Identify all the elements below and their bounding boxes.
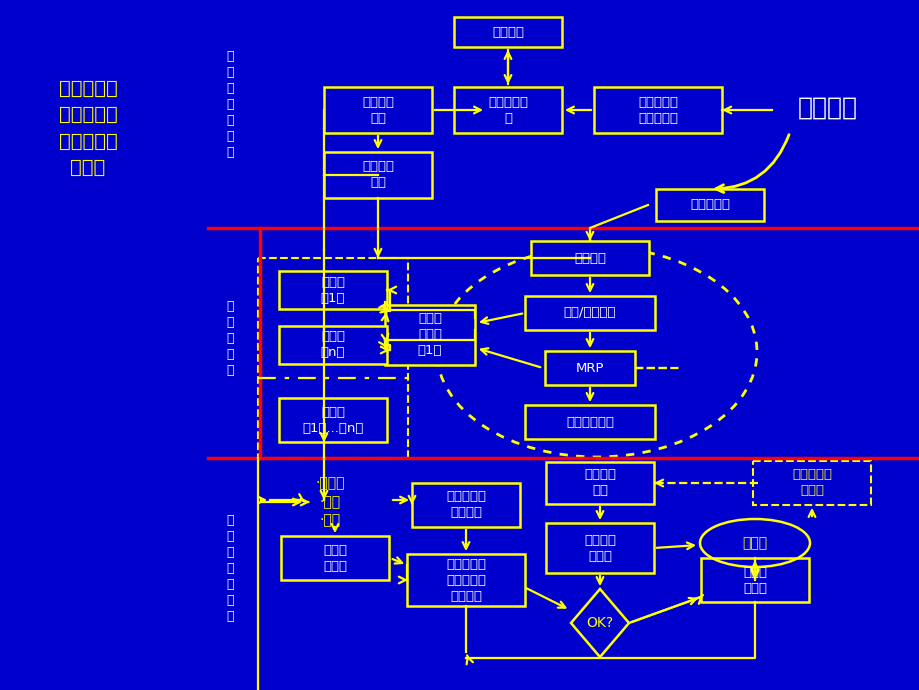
FancyBboxPatch shape <box>412 483 519 527</box>
FancyBboxPatch shape <box>323 87 432 133</box>
FancyBboxPatch shape <box>545 462 653 504</box>
Text: 执
行
信
息
管
理
层: 执 行 信 息 管 理 层 <box>226 513 233 622</box>
Text: OK?: OK? <box>585 616 613 630</box>
FancyBboxPatch shape <box>594 87 721 133</box>
Text: 确定合作
对象: 确定合作 对象 <box>361 95 393 124</box>
Text: 委
托
实
现
决
策
层: 委 托 实 现 决 策 层 <box>226 50 233 159</box>
FancyBboxPatch shape <box>278 326 387 364</box>
Text: 供应链管理
系统运作中
的主要问题
及联系: 供应链管理 系统运作中 的主要问题 及联系 <box>59 79 118 177</box>
Text: ·交货期
·品种
·数量: ·交货期 ·品种 ·数量 <box>315 477 345 527</box>
Text: 合作伙伴基
础数据处理: 合作伙伴基 础数据处理 <box>637 95 677 124</box>
Text: 供应商
（n）: 供应商 （n） <box>321 331 345 359</box>
FancyBboxPatch shape <box>323 152 432 198</box>
FancyBboxPatch shape <box>278 271 387 309</box>
Text: 原因分析
与预警: 原因分析 与预警 <box>584 533 616 562</box>
Bar <box>752 461 870 505</box>
Text: MRP: MRP <box>575 362 604 375</box>
Polygon shape <box>571 589 629 657</box>
Text: 专家系统，
知识推理: 专家系统， 知识推理 <box>446 491 485 520</box>
FancyBboxPatch shape <box>384 305 474 365</box>
FancyBboxPatch shape <box>655 189 763 221</box>
Text: 市场需求: 市场需求 <box>797 96 857 120</box>
FancyBboxPatch shape <box>525 296 654 330</box>
FancyBboxPatch shape <box>406 554 525 606</box>
FancyBboxPatch shape <box>700 558 808 602</box>
Text: 外购、
外协件
（1）: 外购、 外协件 （1） <box>417 313 442 357</box>
Text: 例外管理
规则: 例外管理 规则 <box>584 469 616 497</box>
FancyBboxPatch shape <box>280 536 389 580</box>
FancyBboxPatch shape <box>544 351 634 385</box>
Text: 分销商
（1，...，n）: 分销商 （1，...，n） <box>302 406 363 435</box>
Text: 数据处
理模型: 数据处 理模型 <box>323 544 346 573</box>
FancyBboxPatch shape <box>278 398 387 442</box>
Text: 销售计划: 销售计划 <box>573 251 606 264</box>
FancyBboxPatch shape <box>453 17 562 47</box>
FancyBboxPatch shape <box>530 241 648 275</box>
FancyBboxPatch shape <box>545 523 653 573</box>
Text: 合作对策决
策: 合作对策决 策 <box>487 95 528 124</box>
Text: 运
作
管
理
层: 运 作 管 理 层 <box>226 299 233 377</box>
Text: 供应链企业
运作状况分
析与判断: 供应链企业 运作状况分 析与判断 <box>446 558 485 602</box>
Text: 合同决策
模型: 合同决策 模型 <box>361 161 393 190</box>
Text: 推理过程: 推理过程 <box>492 26 524 39</box>
Text: 例行管
理规则: 例行管 理规则 <box>743 566 766 595</box>
Text: 供应商
（1）: 供应商 （1） <box>321 275 345 304</box>
FancyBboxPatch shape <box>453 87 562 133</box>
FancyBboxPatch shape <box>525 405 654 439</box>
Text: 自制/外包决策: 自制/外包决策 <box>563 306 616 319</box>
Bar <box>257 258 407 458</box>
Text: 订单、预测: 订单、预测 <box>689 199 729 212</box>
Text: 车间作业管理: 车间作业管理 <box>565 415 613 428</box>
Text: 管理层: 管理层 <box>742 536 766 550</box>
Text: 放弃原有合
作伙伴: 放弃原有合 作伙伴 <box>791 469 831 497</box>
